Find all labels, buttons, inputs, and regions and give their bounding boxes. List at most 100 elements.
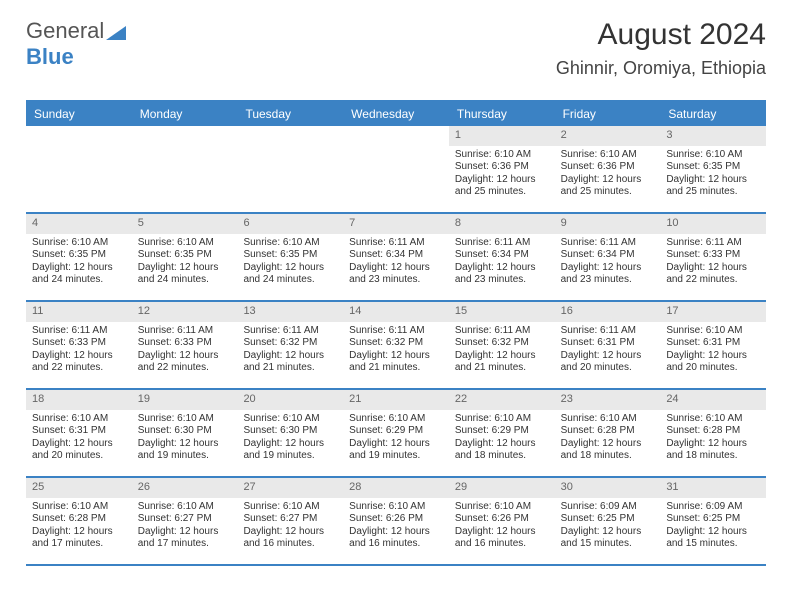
cell-body: Sunrise: 6:09 AMSunset: 6:25 PMDaylight:… xyxy=(555,498,661,554)
day-header: Sunday xyxy=(26,102,132,126)
daylight-text: Daylight: 12 hours and 19 minutes. xyxy=(138,438,232,463)
cell-body: Sunrise: 6:11 AMSunset: 6:31 PMDaylight:… xyxy=(555,322,661,378)
daylight-text: Daylight: 12 hours and 25 minutes. xyxy=(455,174,549,199)
cell-date: 15 xyxy=(449,302,555,322)
cell-date: 17 xyxy=(660,302,766,322)
cell-body: Sunrise: 6:10 AMSunset: 6:35 PMDaylight:… xyxy=(132,234,238,290)
calendar-cell: 31Sunrise: 6:09 AMSunset: 6:25 PMDayligh… xyxy=(660,478,766,564)
sunrise-text: Sunrise: 6:10 AM xyxy=(32,501,126,514)
cell-date: 8 xyxy=(449,214,555,234)
sunrise-text: Sunrise: 6:10 AM xyxy=(666,325,760,338)
sunrise-text: Sunrise: 6:10 AM xyxy=(138,413,232,426)
cell-date: 29 xyxy=(449,478,555,498)
cell-body: Sunrise: 6:10 AMSunset: 6:29 PMDaylight:… xyxy=(449,410,555,466)
cell-body: Sunrise: 6:10 AMSunset: 6:31 PMDaylight:… xyxy=(660,322,766,378)
sunset-text: Sunset: 6:36 PM xyxy=(561,161,655,174)
cell-date: 11 xyxy=(26,302,132,322)
calendar-cell: 13Sunrise: 6:11 AMSunset: 6:32 PMDayligh… xyxy=(237,302,343,388)
cell-date: 27 xyxy=(237,478,343,498)
daylight-text: Daylight: 12 hours and 21 minutes. xyxy=(243,350,337,375)
calendar-cell: 22Sunrise: 6:10 AMSunset: 6:29 PMDayligh… xyxy=(449,390,555,476)
sunset-text: Sunset: 6:35 PM xyxy=(666,161,760,174)
cell-body: Sunrise: 6:11 AMSunset: 6:32 PMDaylight:… xyxy=(343,322,449,378)
sunset-text: Sunset: 6:26 PM xyxy=(455,513,549,526)
daylight-text: Daylight: 12 hours and 18 minutes. xyxy=(455,438,549,463)
sunset-text: Sunset: 6:27 PM xyxy=(138,513,232,526)
sunset-text: Sunset: 6:35 PM xyxy=(32,249,126,262)
cell-body xyxy=(132,146,238,152)
sunrise-text: Sunrise: 6:10 AM xyxy=(243,237,337,250)
sunset-text: Sunset: 6:33 PM xyxy=(138,337,232,350)
cell-body: Sunrise: 6:10 AMSunset: 6:35 PMDaylight:… xyxy=(237,234,343,290)
calendar-cell: 7Sunrise: 6:11 AMSunset: 6:34 PMDaylight… xyxy=(343,214,449,300)
sunset-text: Sunset: 6:34 PM xyxy=(349,249,443,262)
cell-body xyxy=(343,146,449,152)
cell-date: 21 xyxy=(343,390,449,410)
sunrise-text: Sunrise: 6:09 AM xyxy=(561,501,655,514)
cell-body: Sunrise: 6:10 AMSunset: 6:28 PMDaylight:… xyxy=(555,410,661,466)
calendar-cell: 1Sunrise: 6:10 AMSunset: 6:36 PMDaylight… xyxy=(449,126,555,212)
cell-body: Sunrise: 6:10 AMSunset: 6:36 PMDaylight:… xyxy=(555,146,661,202)
cell-body: Sunrise: 6:10 AMSunset: 6:30 PMDaylight:… xyxy=(237,410,343,466)
week-row: 4Sunrise: 6:10 AMSunset: 6:35 PMDaylight… xyxy=(26,214,766,302)
calendar-cell: 21Sunrise: 6:10 AMSunset: 6:29 PMDayligh… xyxy=(343,390,449,476)
location-text: Ghinnir, Oromiya, Ethiopia xyxy=(556,58,766,79)
sunrise-text: Sunrise: 6:11 AM xyxy=(455,237,549,250)
daylight-text: Daylight: 12 hours and 22 minutes. xyxy=(32,350,126,375)
cell-date: 10 xyxy=(660,214,766,234)
sunset-text: Sunset: 6:32 PM xyxy=(243,337,337,350)
logo-triangle-icon xyxy=(106,26,126,40)
cell-body: Sunrise: 6:11 AMSunset: 6:32 PMDaylight:… xyxy=(449,322,555,378)
cell-body: Sunrise: 6:10 AMSunset: 6:36 PMDaylight:… xyxy=(449,146,555,202)
sunrise-text: Sunrise: 6:10 AM xyxy=(243,413,337,426)
sunset-text: Sunset: 6:28 PM xyxy=(561,425,655,438)
daylight-text: Daylight: 12 hours and 20 minutes. xyxy=(666,350,760,375)
sunrise-text: Sunrise: 6:10 AM xyxy=(349,413,443,426)
sunset-text: Sunset: 6:29 PM xyxy=(455,425,549,438)
cell-body: Sunrise: 6:11 AMSunset: 6:34 PMDaylight:… xyxy=(343,234,449,290)
logo-text-2: Blue xyxy=(26,44,74,69)
calendar-cell: 4Sunrise: 6:10 AMSunset: 6:35 PMDaylight… xyxy=(26,214,132,300)
cell-date: 1 xyxy=(449,126,555,146)
calendar-cell: 23Sunrise: 6:10 AMSunset: 6:28 PMDayligh… xyxy=(555,390,661,476)
sunset-text: Sunset: 6:33 PM xyxy=(32,337,126,350)
daylight-text: Daylight: 12 hours and 15 minutes. xyxy=(666,526,760,551)
cell-body: Sunrise: 6:11 AMSunset: 6:32 PMDaylight:… xyxy=(237,322,343,378)
calendar-cell: 5Sunrise: 6:10 AMSunset: 6:35 PMDaylight… xyxy=(132,214,238,300)
calendar-cell: 16Sunrise: 6:11 AMSunset: 6:31 PMDayligh… xyxy=(555,302,661,388)
calendar-cell: 10Sunrise: 6:11 AMSunset: 6:33 PMDayligh… xyxy=(660,214,766,300)
calendar-cell: 26Sunrise: 6:10 AMSunset: 6:27 PMDayligh… xyxy=(132,478,238,564)
day-header: Saturday xyxy=(660,102,766,126)
calendar-cell: 11 Sunrise: 6:11 AMSunset: 6:33 PMDayligh… xyxy=(26,302,132,388)
cell-date: 16 xyxy=(555,302,661,322)
sunset-text: Sunset: 6:35 PM xyxy=(138,249,232,262)
cell-date: 2 xyxy=(555,126,661,146)
cell-date: 26 xyxy=(132,478,238,498)
day-header: Wednesday xyxy=(343,102,449,126)
sunrise-text: Sunrise: 6:11 AM xyxy=(561,325,655,338)
sunrise-text: Sunrise: 6:11 AM xyxy=(32,325,126,338)
cell-body: Sunrise: 6:10 AMSunset: 6:28 PMDaylight:… xyxy=(660,410,766,466)
cell-date: 5 xyxy=(132,214,238,234)
sunrise-text: Sunrise: 6:11 AM xyxy=(349,237,443,250)
day-header-row: SundayMondayTuesdayWednesdayThursdayFrid… xyxy=(26,102,766,126)
daylight-text: Daylight: 12 hours and 21 minutes. xyxy=(455,350,549,375)
sunrise-text: Sunrise: 6:10 AM xyxy=(32,413,126,426)
cell-date: 12 xyxy=(132,302,238,322)
sunset-text: Sunset: 6:34 PM xyxy=(561,249,655,262)
cell-date xyxy=(132,126,238,146)
cell-date: 22 xyxy=(449,390,555,410)
daylight-text: Daylight: 12 hours and 23 minutes. xyxy=(349,262,443,287)
sunrise-text: Sunrise: 6:10 AM xyxy=(455,149,549,162)
sunrise-text: Sunrise: 6:10 AM xyxy=(32,237,126,250)
cell-date: 28 xyxy=(343,478,449,498)
sunset-text: Sunset: 6:30 PM xyxy=(243,425,337,438)
daylight-text: Daylight: 12 hours and 24 minutes. xyxy=(32,262,126,287)
sunset-text: Sunset: 6:33 PM xyxy=(666,249,760,262)
daylight-text: Daylight: 12 hours and 16 minutes. xyxy=(349,526,443,551)
sunrise-text: Sunrise: 6:10 AM xyxy=(349,501,443,514)
calendar: SundayMondayTuesdayWednesdayThursdayFrid… xyxy=(26,100,766,566)
sunset-text: Sunset: 6:26 PM xyxy=(349,513,443,526)
cell-body: Sunrise: 6:09 AMSunset: 6:25 PMDaylight:… xyxy=(660,498,766,554)
cell-body: Sunrise: 6:10 AMSunset: 6:31 PMDaylight:… xyxy=(26,410,132,466)
